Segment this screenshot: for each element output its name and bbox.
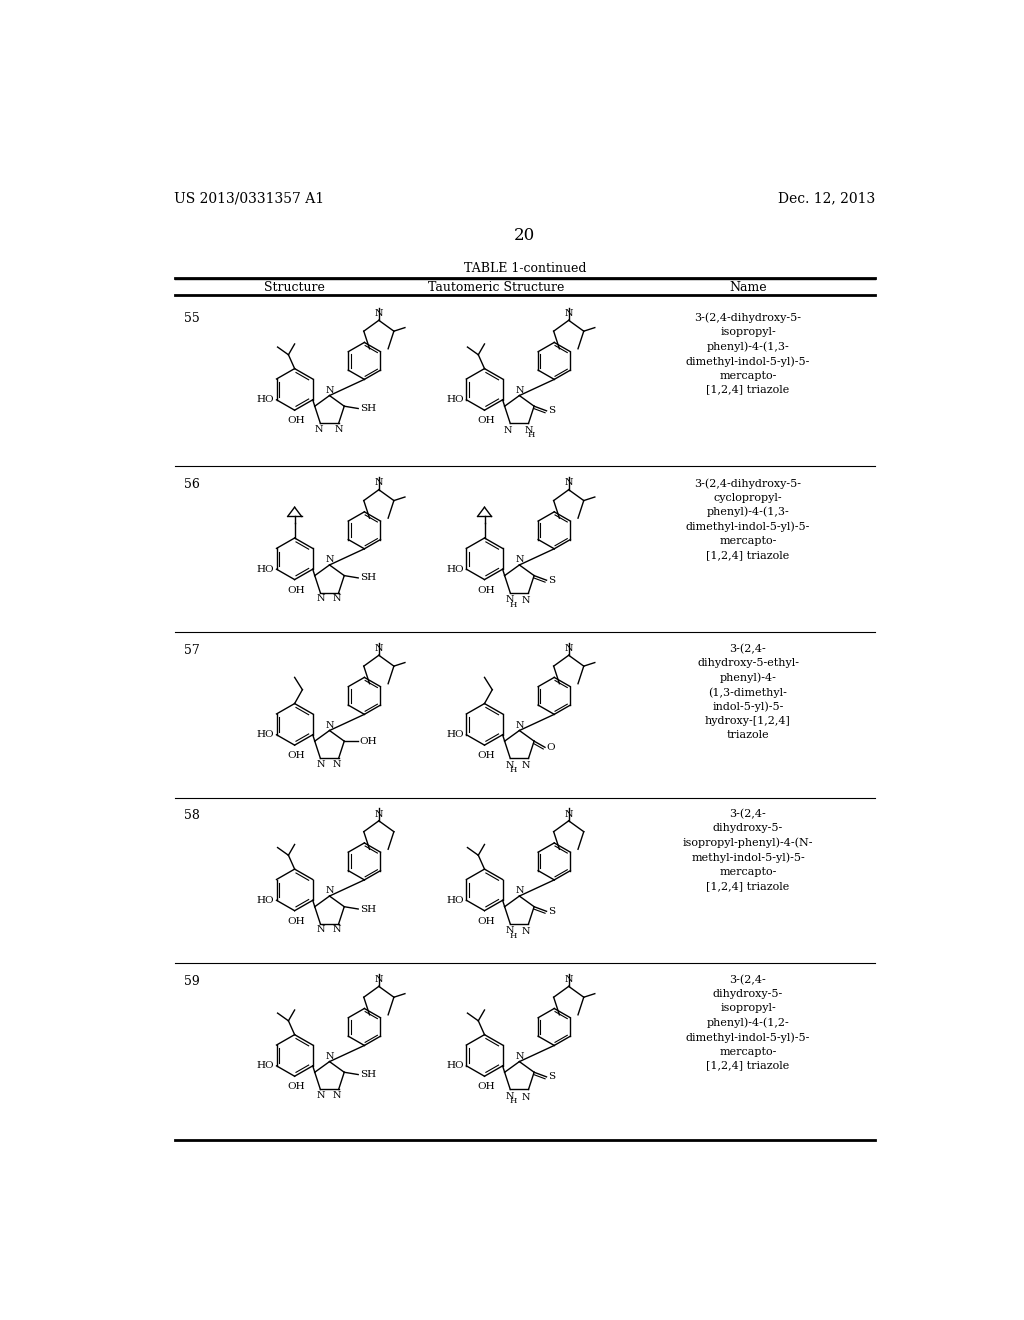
Text: 55: 55 — [183, 313, 200, 326]
Text: H: H — [510, 601, 517, 609]
Text: N: N — [516, 1052, 524, 1061]
Text: N: N — [564, 644, 573, 653]
Text: US 2013/0331357 A1: US 2013/0331357 A1 — [174, 191, 325, 206]
Text: HO: HO — [446, 1061, 464, 1071]
Text: 56: 56 — [183, 478, 200, 491]
Text: SH: SH — [359, 1071, 376, 1078]
Text: N: N — [522, 595, 530, 605]
Text: N: N — [375, 809, 383, 818]
Text: HO: HO — [257, 896, 274, 904]
Text: HO: HO — [446, 565, 464, 574]
Text: HO: HO — [257, 730, 274, 739]
Text: N: N — [375, 478, 383, 487]
Text: N: N — [333, 1092, 341, 1100]
Text: Dec. 12, 2013: Dec. 12, 2013 — [778, 191, 876, 206]
Text: N: N — [506, 760, 514, 770]
Text: N: N — [516, 556, 524, 564]
Text: N: N — [326, 886, 335, 895]
Text: OH: OH — [359, 737, 378, 746]
Text: N: N — [506, 595, 514, 605]
Text: N: N — [516, 886, 524, 895]
Text: S: S — [548, 1072, 555, 1081]
Text: N: N — [316, 1092, 325, 1100]
Text: OH: OH — [477, 751, 495, 760]
Text: N: N — [564, 478, 573, 487]
Text: 3-(2,4-
dihydroxy-5-
isopropyl-
phenyl)-4-(1,2-
dimethyl-indol-5-yl)-5-
mercapto: 3-(2,4- dihydroxy-5- isopropyl- phenyl)-… — [686, 974, 810, 1071]
Text: Name: Name — [729, 281, 767, 294]
Text: SH: SH — [359, 573, 376, 582]
Text: OH: OH — [288, 917, 305, 925]
Text: N: N — [506, 927, 514, 936]
Text: 3-(2,4-dihydroxy-5-
cyclopropyl-
phenyl)-4-(1,3-
dimethyl-indol-5-yl)-5-
mercapt: 3-(2,4-dihydroxy-5- cyclopropyl- phenyl)… — [686, 478, 810, 560]
Text: N: N — [506, 1092, 514, 1101]
Text: N: N — [316, 925, 325, 935]
Text: OH: OH — [477, 917, 495, 925]
Text: Tautomeric Structure: Tautomeric Structure — [428, 281, 564, 294]
Text: SH: SH — [359, 904, 376, 913]
Text: N: N — [326, 385, 335, 395]
Text: O: O — [547, 743, 555, 752]
Text: N: N — [524, 426, 532, 434]
Text: N: N — [564, 809, 573, 818]
Text: N: N — [522, 762, 530, 771]
Text: N: N — [333, 760, 341, 770]
Text: N: N — [316, 594, 325, 603]
Text: HO: HO — [446, 395, 464, 404]
Text: N: N — [504, 426, 512, 436]
Text: N: N — [564, 975, 573, 983]
Text: N: N — [375, 309, 383, 318]
Text: N: N — [333, 925, 341, 935]
Text: N: N — [326, 556, 335, 564]
Text: OH: OH — [477, 1082, 495, 1092]
Text: N: N — [375, 644, 383, 653]
Text: OH: OH — [477, 416, 495, 425]
Text: HO: HO — [446, 730, 464, 739]
Text: N: N — [326, 1052, 335, 1061]
Text: N: N — [516, 385, 524, 395]
Text: OH: OH — [288, 416, 305, 425]
Text: N: N — [326, 721, 335, 730]
Text: N: N — [516, 721, 524, 730]
Text: H: H — [510, 1097, 517, 1105]
Text: H: H — [528, 432, 536, 440]
Text: HO: HO — [257, 565, 274, 574]
Text: 20: 20 — [514, 227, 536, 244]
Text: OH: OH — [288, 586, 305, 595]
Text: N: N — [522, 1093, 530, 1102]
Text: SH: SH — [359, 404, 376, 413]
Text: H: H — [510, 932, 517, 940]
Text: N: N — [522, 927, 530, 936]
Text: HO: HO — [257, 395, 274, 404]
Text: OH: OH — [477, 586, 495, 595]
Text: TABLE 1-continued: TABLE 1-continued — [464, 261, 586, 275]
Text: 3-(2,4-dihydroxy-5-
isopropyl-
phenyl)-4-(1,3-
dimethyl-indol-5-yl)-5-
mercapto-: 3-(2,4-dihydroxy-5- isopropyl- phenyl)-4… — [686, 313, 810, 395]
Text: 58: 58 — [183, 809, 200, 822]
Text: N: N — [375, 975, 383, 983]
Text: S: S — [548, 407, 555, 416]
Text: 59: 59 — [183, 974, 200, 987]
Text: 3-(2,4-
dihydroxy-5-
isopropyl-phenyl)-4-(N-
methyl-indol-5-yl)-5-
mercapto-
[1,: 3-(2,4- dihydroxy-5- isopropyl-phenyl)-4… — [683, 809, 813, 891]
Text: N: N — [333, 594, 341, 603]
Text: OH: OH — [288, 1082, 305, 1092]
Text: HO: HO — [446, 896, 464, 904]
Text: N: N — [316, 760, 325, 770]
Text: OH: OH — [288, 751, 305, 760]
Text: 57: 57 — [183, 644, 200, 656]
Text: Structure: Structure — [264, 281, 325, 294]
Text: S: S — [548, 907, 555, 916]
Text: S: S — [548, 576, 555, 585]
Text: H: H — [510, 766, 517, 774]
Text: 3-(2,4-
dihydroxy-5-ethyl-
phenyl)-4-
(1,3-dimethyl-
indol-5-yl)-5-
hydroxy-[1,2: 3-(2,4- dihydroxy-5-ethyl- phenyl)-4- (1… — [697, 644, 799, 741]
Text: HO: HO — [257, 1061, 274, 1071]
Text: N: N — [335, 425, 343, 434]
Text: N: N — [314, 425, 324, 434]
Text: N: N — [564, 309, 573, 318]
